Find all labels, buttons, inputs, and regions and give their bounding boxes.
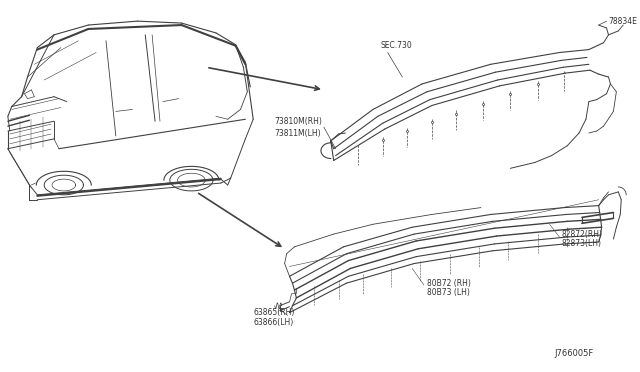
Text: J766005F: J766005F bbox=[554, 349, 594, 358]
Text: 82873(LH): 82873(LH) bbox=[561, 240, 602, 248]
Text: 63866(LH): 63866(LH) bbox=[253, 318, 294, 327]
Text: 73810M(RH): 73810M(RH) bbox=[275, 117, 323, 126]
Text: 63865(RH): 63865(RH) bbox=[253, 308, 294, 317]
Text: 78834E: 78834E bbox=[609, 17, 637, 26]
Text: 73811M(LH): 73811M(LH) bbox=[275, 128, 321, 138]
Text: 80B72 (RH): 80B72 (RH) bbox=[427, 279, 471, 288]
Text: 80B73 (LH): 80B73 (LH) bbox=[427, 288, 470, 298]
Text: 82872(RH): 82872(RH) bbox=[561, 230, 602, 238]
Text: SEC.730: SEC.730 bbox=[381, 41, 413, 50]
